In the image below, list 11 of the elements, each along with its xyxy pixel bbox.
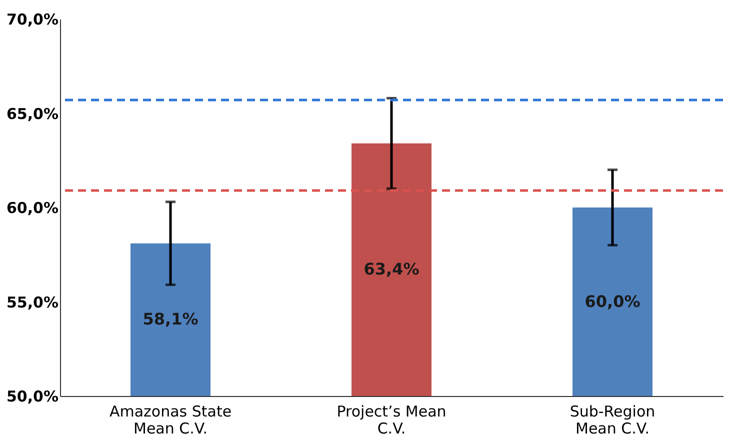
y-tick-label: 50,0% (6, 388, 58, 406)
y-tick-label: 55,0% (6, 293, 58, 312)
data-label: 60,0% (584, 292, 640, 311)
y-tick-label: 65,0% (6, 104, 58, 123)
x-tick-label: Sub-Region Mean C.V. (570, 402, 656, 438)
x-tick-label: Project’s Mean C.V. (336, 402, 446, 438)
y-tick-label: 60,0% (6, 199, 58, 217)
y-tick-label: 70,0% (6, 10, 58, 28)
x-tick-label: Amazonas State Mean C.V. (109, 402, 232, 438)
data-label: 58,1% (142, 310, 198, 329)
data-label: 63,4% (364, 260, 420, 279)
